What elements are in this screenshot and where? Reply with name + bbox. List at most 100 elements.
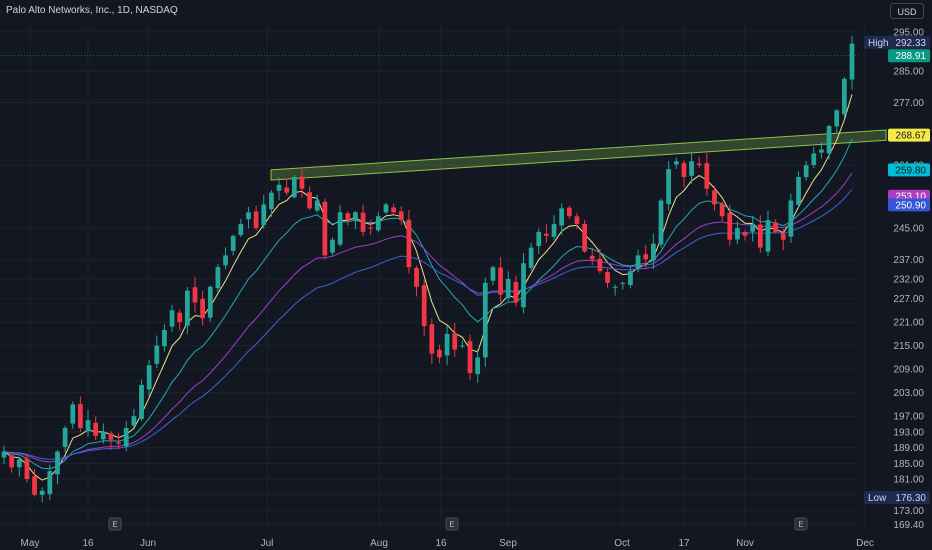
candle-body — [849, 43, 855, 80]
moving-averages — [3, 94, 853, 481]
candle-body — [437, 349, 442, 358]
price-badge-bg — [888, 49, 930, 63]
candle-body — [116, 442, 121, 444]
price-badge: 250.90 — [888, 198, 930, 212]
candle-body — [620, 282, 626, 284]
earnings-marker-label: E — [112, 520, 117, 529]
ma-fast-line — [3, 94, 853, 481]
price-badge: 268.67 — [888, 128, 930, 142]
candle-body — [628, 271, 633, 286]
price-tick-label: 169.40 — [893, 520, 924, 531]
currency-button[interactable]: USD — [890, 3, 924, 19]
ma-slowest-line — [3, 189, 853, 460]
time-tick-label: Sep — [499, 538, 517, 549]
price-badge-bg — [888, 128, 930, 142]
candle-body — [505, 278, 511, 299]
candle-body — [276, 184, 282, 191]
grid-layer — [0, 24, 866, 530]
candle-body — [314, 200, 320, 211]
price-badge: High 292.33 — [864, 35, 930, 49]
candle-body — [307, 192, 312, 209]
candle-body — [566, 207, 572, 217]
candle-body — [200, 298, 205, 319]
candle-body — [589, 255, 595, 260]
earnings-marker: E — [108, 517, 122, 531]
candle-body — [85, 420, 91, 432]
candle-body — [460, 345, 465, 347]
time-tick-label: 16 — [82, 538, 94, 549]
candle-body — [819, 149, 824, 153]
candle-body — [16, 459, 22, 468]
price-badge-bg — [888, 163, 930, 177]
candle-body — [651, 243, 656, 261]
candle-body — [169, 310, 175, 327]
candle-body — [773, 222, 778, 232]
price-badge-value: 268.67 — [895, 131, 926, 142]
price-badge-value: 292.33 — [895, 38, 926, 49]
price-tick-label: 197.00 — [893, 412, 924, 423]
earnings-marker-bg — [445, 517, 459, 531]
time-tick-label: Jul — [261, 538, 274, 549]
candle-body — [582, 223, 587, 252]
price-badge-value: 176.30 — [895, 493, 926, 504]
time-tick-label: May — [21, 538, 40, 549]
candle-body — [108, 433, 114, 440]
time-tick-label: Aug — [370, 538, 388, 549]
price-axis[interactable]: 295.00285.00277.00261.00245.00237.00232.… — [893, 27, 924, 531]
candle-body — [757, 224, 763, 248]
candle-body — [353, 212, 358, 221]
ma-slow-line — [3, 172, 853, 463]
time-tick-label: Oct — [614, 538, 630, 549]
candle-body — [55, 451, 60, 475]
price-badge: 288.91 — [888, 49, 930, 63]
earnings-marker-label: E — [449, 520, 454, 529]
candle-body — [39, 490, 45, 495]
candle-body — [559, 208, 565, 226]
candle-body — [32, 476, 37, 495]
candle-body — [513, 281, 519, 303]
candle-body — [574, 216, 580, 225]
candle-body — [712, 190, 717, 205]
candle-body — [444, 333, 450, 356]
time-tick-label: Jun — [140, 538, 156, 549]
candle-body — [184, 290, 190, 326]
price-tick-label: 232.00 — [893, 274, 924, 285]
candle-body — [482, 282, 488, 358]
price-tick-label: 295.00 — [893, 27, 924, 38]
candle-body — [223, 255, 228, 266]
candle-body — [551, 224, 557, 237]
candle-body — [429, 324, 435, 354]
price-badge-bg — [888, 198, 930, 212]
price-tick-label: 193.00 — [893, 427, 924, 438]
candle-body — [93, 422, 99, 436]
price-tick-label: 221.00 — [893, 318, 924, 329]
trend-channel-band — [270, 129, 887, 181]
earnings-marker: E — [445, 517, 459, 531]
price-tick-label: 181.00 — [893, 475, 924, 486]
candle-body — [673, 161, 679, 165]
price-badge-value: 253.10 — [895, 192, 926, 203]
candle-body — [681, 163, 687, 177]
price-badge-bg — [864, 35, 930, 49]
earnings-marker-label: E — [798, 520, 803, 529]
candle-body — [253, 211, 259, 228]
candle-body — [490, 267, 496, 281]
time-tick-label: Nov — [736, 538, 754, 549]
time-tick-label: 17 — [678, 538, 690, 549]
price-tick-label: 245.00 — [893, 223, 924, 234]
time-axis[interactable]: May 16 Jun Jul Aug 16 Sep Oct 17 Nov Dec — [21, 538, 874, 549]
candle-body — [605, 272, 610, 283]
candle-body — [414, 267, 419, 287]
candle-body — [788, 200, 794, 237]
candle-body — [528, 247, 534, 268]
candle-body — [299, 176, 305, 189]
candle-body — [360, 212, 366, 232]
candle-body — [261, 204, 267, 226]
candle-body — [834, 110, 840, 127]
candle-body — [100, 431, 106, 440]
price-badge-value: 259.80 — [895, 165, 926, 176]
candle-body — [246, 212, 251, 220]
